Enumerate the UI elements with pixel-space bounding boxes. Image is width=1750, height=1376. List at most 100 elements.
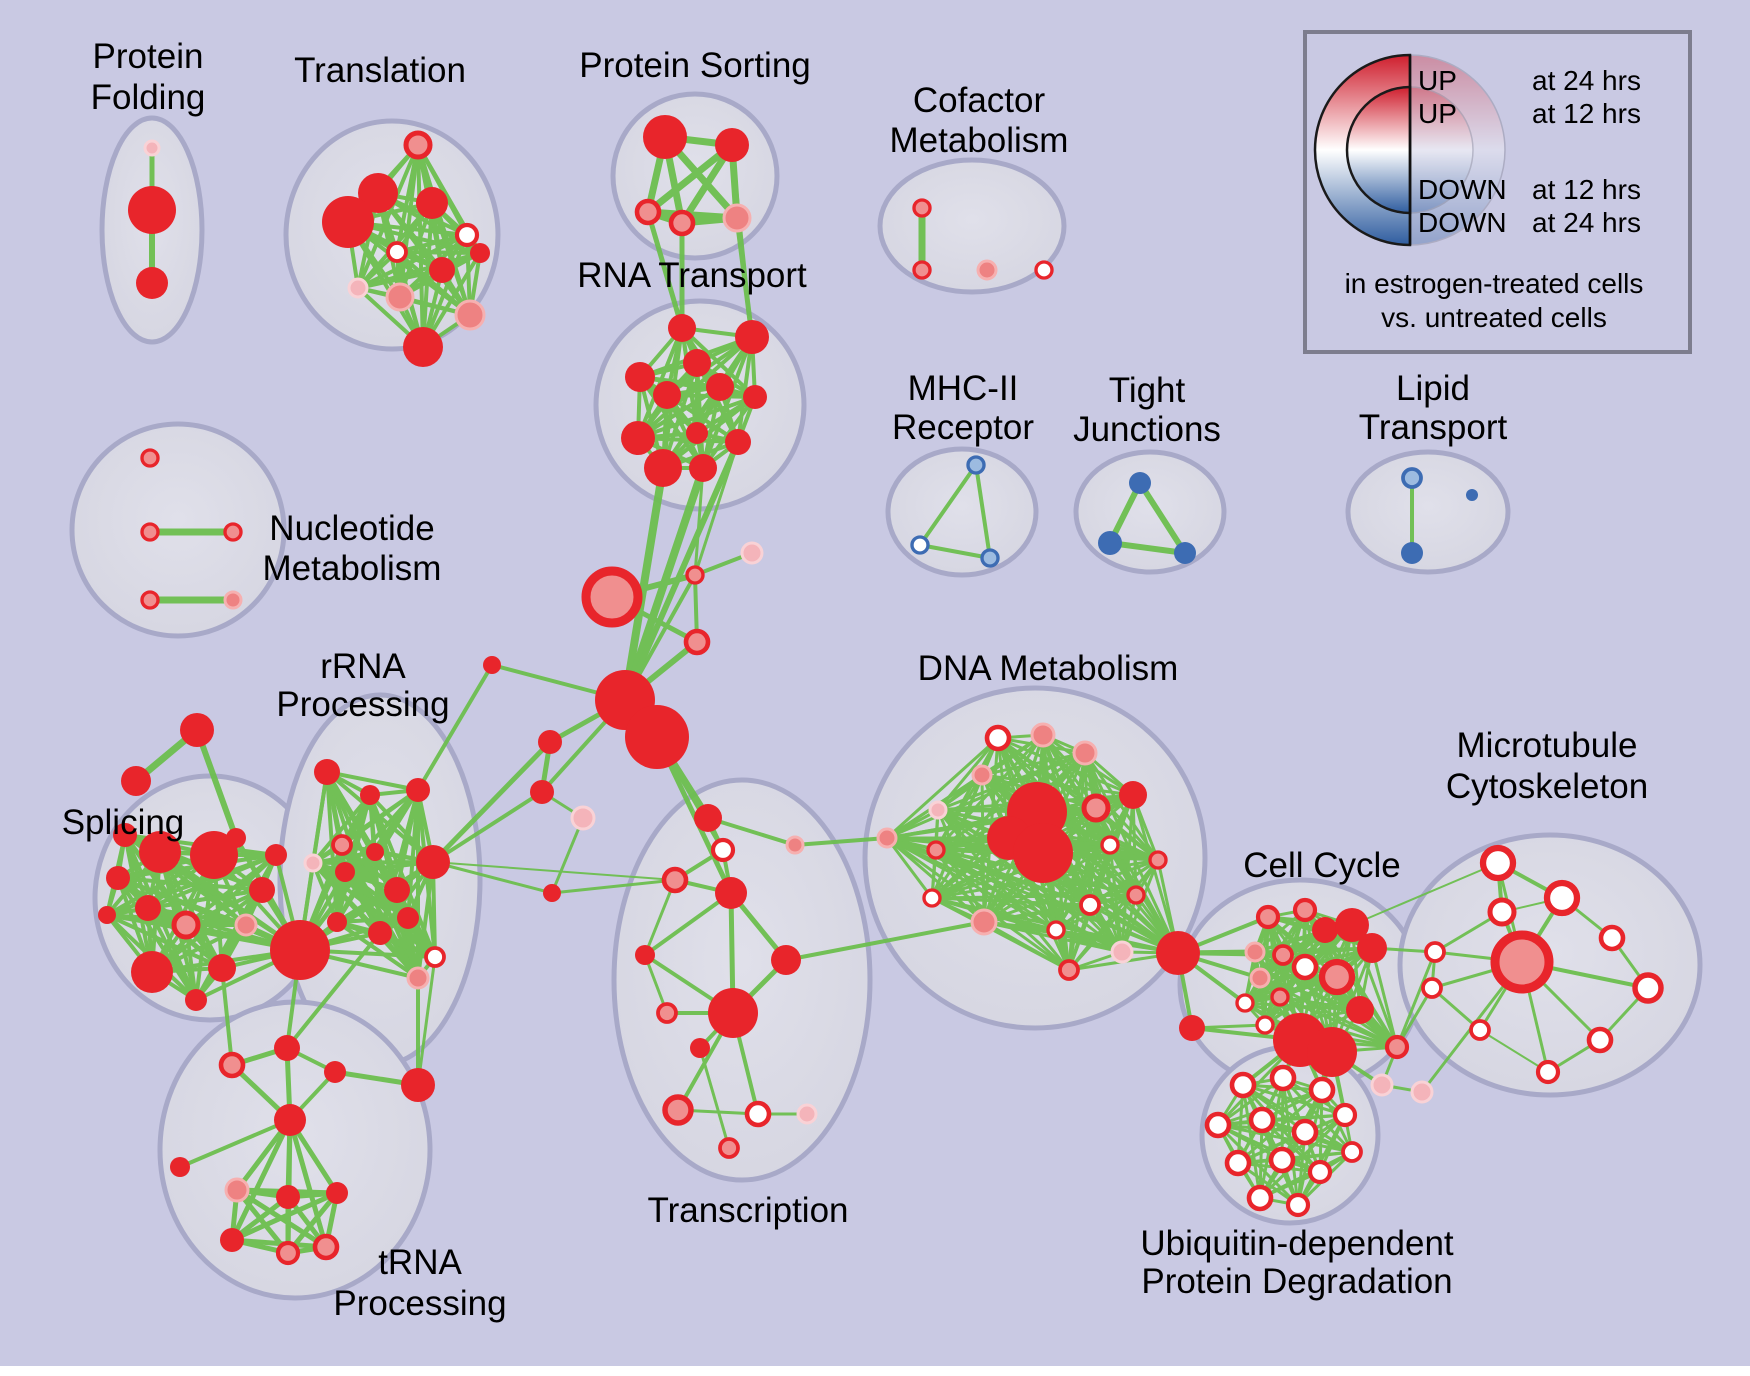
legend-footer-text: in estrogen-treated cells	[1345, 268, 1644, 299]
gene-node-rw	[984, 724, 1012, 752]
gene-node-rw	[1246, 1184, 1274, 1212]
network-edge	[356, 143, 420, 290]
cluster-label-nucleotide-metabolism: Nucleotide	[269, 509, 434, 548]
gene-node-b	[1098, 531, 1122, 555]
gene-node-r	[694, 804, 722, 832]
gene-node-r	[690, 1038, 710, 1058]
gene-node-rp	[223, 522, 243, 542]
network-edge	[638, 375, 705, 470]
gene-node-r	[653, 381, 681, 409]
gene-node-rp	[661, 866, 689, 894]
gene-node-rw	[1046, 920, 1066, 940]
cluster-label-nucleotide-metabolism: Metabolism	[263, 549, 442, 588]
network-edge	[1216, 1088, 1324, 1127]
network-edge	[416, 955, 437, 1087]
gene-node-rw	[1034, 260, 1054, 280]
gene-node-rw	[1235, 993, 1255, 1013]
gene-node-r	[135, 895, 161, 921]
network-edge	[325, 770, 420, 792]
network-edge	[431, 790, 544, 864]
gene-node-p	[1249, 967, 1271, 989]
network-edge	[982, 843, 1112, 924]
gene-node-rp	[1490, 930, 1554, 994]
network-edge	[1479, 1029, 1549, 1073]
network-edge	[1120, 858, 1160, 954]
network-edge	[1107, 540, 1188, 556]
gene-node-rp	[140, 448, 160, 468]
network-edge	[229, 1237, 329, 1250]
cluster-label-cell-cycle: Cell Cycle	[1243, 846, 1401, 885]
gene-node-r	[543, 884, 561, 902]
gene-node-p	[876, 827, 898, 849]
cluster-label-tight-junctions: Junctions	[1073, 410, 1221, 449]
gene-node-rw	[1469, 1019, 1491, 1041]
network-edge	[636, 395, 757, 440]
network-edge	[550, 878, 677, 895]
bottom-frame	[0, 1366, 1750, 1376]
network-edge	[395, 250, 482, 255]
gene-node-r	[725, 429, 751, 455]
gene-node-rw	[1291, 1118, 1319, 1146]
cluster-label-tight-junctions: Tight	[1109, 371, 1186, 410]
gene-node-p	[385, 282, 415, 312]
network-edge	[220, 966, 234, 1067]
legend-direction-label: UP	[1418, 98, 1457, 129]
gene-node-rp	[1148, 850, 1168, 870]
gene-node-r	[185, 989, 207, 1011]
network-edge	[1054, 928, 1124, 954]
gene-node-rw	[710, 837, 736, 863]
gene-node-rw	[424, 946, 446, 968]
network-edge	[311, 861, 339, 924]
gene-node-pp	[928, 800, 948, 820]
gene-node-rw	[1479, 844, 1517, 882]
gene-node-rp	[275, 1240, 301, 1266]
gene-node-rw	[1307, 1159, 1333, 1185]
gene-node-pp	[1410, 1080, 1434, 1104]
gene-node-rp	[662, 1094, 694, 1126]
gene-node-rp	[140, 522, 160, 542]
gene-node-r	[635, 945, 655, 965]
network-edge	[1370, 946, 1399, 1049]
gene-node-p	[785, 835, 805, 855]
gene-node-r	[322, 196, 374, 248]
gene-node-p	[234, 913, 258, 937]
network-edge	[793, 836, 889, 847]
gene-node-rw	[1332, 1102, 1358, 1128]
network-edge	[918, 543, 992, 560]
legend-footer-text: vs. untreated cells	[1381, 302, 1607, 333]
gene-node-r	[324, 1061, 346, 1083]
network-edge	[395, 250, 472, 317]
gene-node-r	[220, 1228, 244, 1252]
network-edge	[885, 736, 1000, 840]
cluster-label-lipid-transport: Transport	[1359, 408, 1508, 447]
cluster-label-rrna-processing: Processing	[276, 685, 449, 724]
gene-node-pp	[570, 805, 596, 831]
gene-node-rw	[1229, 1071, 1257, 1099]
gene-node-rp	[926, 840, 946, 860]
gene-node-r	[686, 422, 708, 444]
network-edge	[680, 326, 757, 399]
gene-node-r	[121, 766, 151, 796]
gene-node-p	[722, 203, 752, 233]
network-edge	[432, 861, 676, 881]
network-edge	[982, 920, 1071, 972]
cluster-ellipse-lipid-transport	[1345, 449, 1511, 575]
gene-node-rw	[744, 1100, 772, 1128]
network-edge	[416, 860, 435, 980]
gene-node-r	[358, 173, 398, 213]
node-layer	[98, 115, 1664, 1266]
gene-node-r	[706, 373, 734, 401]
cluster-label-lipid-transport: Lipid	[1396, 369, 1470, 408]
network-edge	[622, 439, 741, 703]
gene-node-pp	[1110, 940, 1134, 964]
cluster-label-dna-metabolism: DNA Metabolism	[918, 649, 1179, 688]
gene-node-r	[625, 705, 689, 769]
network-edge	[550, 816, 585, 895]
gene-node-p	[224, 1177, 250, 1203]
network-edge	[643, 891, 733, 957]
gene-node-rp	[403, 130, 433, 160]
network-edge	[285, 931, 382, 1050]
network-edge	[335, 920, 420, 980]
network-edge	[918, 463, 978, 547]
